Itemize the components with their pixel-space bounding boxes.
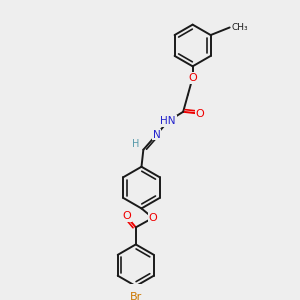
Text: H: H <box>132 139 140 149</box>
Text: O: O <box>196 109 205 119</box>
Text: Br: Br <box>130 292 142 300</box>
Text: O: O <box>188 73 197 83</box>
Text: HN: HN <box>160 116 176 126</box>
Text: O: O <box>122 211 131 221</box>
Text: CH₃: CH₃ <box>232 23 248 32</box>
Text: O: O <box>148 213 157 223</box>
Text: N: N <box>153 130 160 140</box>
